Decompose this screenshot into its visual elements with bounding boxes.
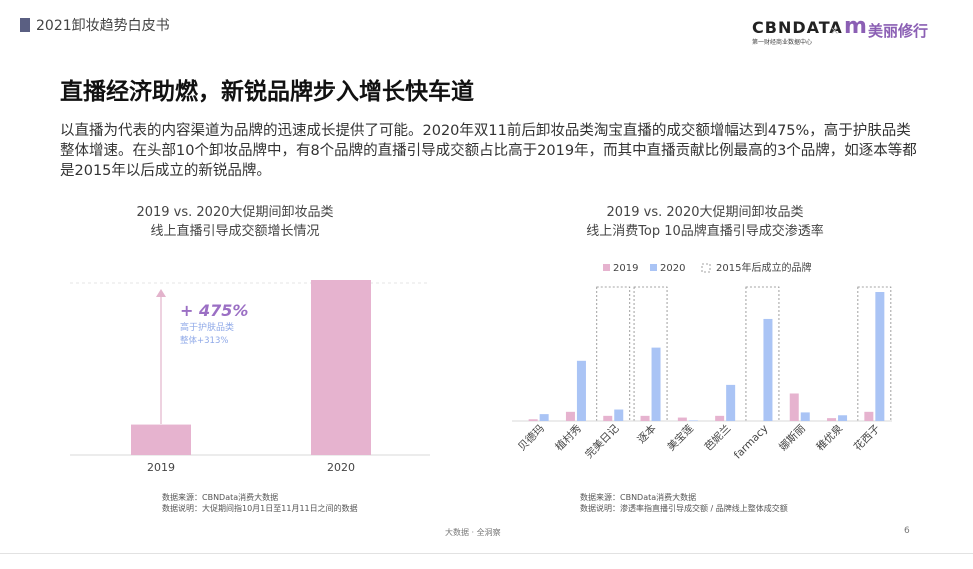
left-chart-source-line2: 数据说明：大促期间指10月1日至11月11日之间的数据 bbox=[162, 504, 358, 513]
highlight-box-花西子 bbox=[857, 286, 892, 422]
highlight-box-完美日记 bbox=[596, 286, 631, 422]
left-chart-title-line2: 线上直播引导成交额增长情况 bbox=[150, 224, 320, 239]
x-tick-label-芭妮兰: 芭妮兰 bbox=[702, 422, 733, 453]
right-chart-title: 2019 vs. 2020大促期间卸妆品类 线上消费Top 10品牌直播引导成交… bbox=[490, 203, 920, 241]
footer-tagline: 大数据 · 全洞察 bbox=[445, 528, 501, 537]
highlight-box-farmacy bbox=[745, 286, 780, 422]
bar-2020-farmacy bbox=[763, 318, 773, 421]
right-chart-source-line1: 数据来源：CBNData消费大数据 bbox=[580, 493, 697, 502]
page-title: 直播经济助燃，新锐品牌步入增长快车道 bbox=[60, 79, 474, 105]
x-tick-label-植村秀: 植村秀 bbox=[553, 422, 585, 454]
bar-2020-贝德玛 bbox=[539, 414, 549, 421]
bar-2020-稚优泉 bbox=[838, 415, 848, 421]
bar-2019 bbox=[131, 424, 191, 455]
cbndata-logo-subtitle: 第一财经商业数据中心 bbox=[752, 39, 813, 46]
right-chart-title-line2: 线上消费Top 10品牌直播引导成交渗透率 bbox=[586, 224, 824, 239]
x-tick-label-2020: 2020 bbox=[327, 461, 355, 474]
bar-2019-逐本 bbox=[640, 415, 650, 421]
growth-label: + 475% bbox=[180, 301, 248, 320]
intro-paragraph: 以直播为代表的内容渠道为品牌的迅速成长提供了可能。2020年双11前后卸妆品类淘… bbox=[60, 123, 917, 179]
bar-2019-稚优泉 bbox=[827, 418, 837, 421]
left-chart-title: 2019 vs. 2020大促期间卸妆品类 线上直播引导成交额增长情况 bbox=[70, 203, 400, 241]
legend-2020-label: 2020 bbox=[660, 263, 685, 274]
legend-2019-swatch bbox=[603, 264, 610, 271]
bar-2020-逐本 bbox=[651, 347, 661, 421]
x-tick-label-2019: 2019 bbox=[147, 461, 175, 474]
bottom-divider bbox=[0, 553, 973, 554]
x-tick-label-花西子: 花西子 bbox=[851, 422, 882, 453]
report-mark bbox=[20, 18, 30, 32]
left-chart-source-line1: 数据来源：CBNData消费大数据 bbox=[162, 493, 279, 502]
bar-2020-美宝莲 bbox=[688, 420, 698, 421]
bar-2020-娜斯丽 bbox=[800, 412, 810, 421]
bar-2020-芭妮兰 bbox=[726, 384, 736, 421]
report-title: 2021卸妆趋势白皮书 bbox=[36, 18, 170, 34]
bar-2020-完美日记 bbox=[614, 409, 624, 421]
legend-2019-label: 2019 bbox=[613, 263, 638, 274]
x-tick-label-farmacy: farmacy bbox=[732, 423, 771, 462]
x-tick-label-贝德玛: 贝德玛 bbox=[515, 422, 546, 453]
bar-2019-娜斯丽 bbox=[789, 393, 799, 421]
growth-note-line1: 高于护肤品类 bbox=[180, 321, 234, 333]
left-chart-source: 数据来源：CBNData消费大数据 数据说明：大促期间指10月1日至11月11日… bbox=[162, 492, 358, 514]
bar-2020-植村秀 bbox=[576, 360, 586, 421]
x-tick-label-稚优泉: 稚优泉 bbox=[814, 422, 846, 454]
x-tick-label-完美日记: 完美日记 bbox=[582, 422, 621, 461]
right-chart-title-line1: 2019 vs. 2020大促期间卸妆品类 bbox=[606, 205, 804, 220]
legend-box-swatch bbox=[701, 263, 711, 273]
x-tick-label-娜斯丽: 娜斯丽 bbox=[776, 422, 807, 453]
left-chart-title-line1: 2019 vs. 2020大促期间卸妆品类 bbox=[136, 205, 334, 220]
meili-logo-icon: m bbox=[844, 14, 867, 39]
meili-logo-text: 美丽修行 bbox=[868, 22, 929, 40]
bar-2019-植村秀 bbox=[565, 411, 575, 421]
growth-arrow-head bbox=[156, 289, 166, 297]
bar-2019-美宝莲 bbox=[677, 417, 687, 421]
cbndata-logo: CBNDATA bbox=[752, 18, 843, 37]
bar-2019-贝德玛 bbox=[528, 419, 538, 421]
highlight-box-逐本 bbox=[633, 286, 668, 422]
x-tick-label-美宝莲: 美宝莲 bbox=[665, 422, 697, 454]
logo-separator: × bbox=[830, 24, 840, 37]
right-chart-source: 数据来源：CBNData消费大数据 数据说明：渗透率指直播引导成交额 / 品牌线… bbox=[580, 492, 788, 514]
page-number: 6 bbox=[904, 526, 910, 536]
right-chart-source-line2: 数据说明：渗透率指直播引导成交额 / 品牌线上整体成交额 bbox=[580, 504, 788, 513]
bar-2019-芭妮兰 bbox=[715, 415, 725, 421]
bar-2019-花西子 bbox=[864, 411, 874, 421]
bar-2020 bbox=[311, 280, 371, 455]
bar-2020-花西子 bbox=[875, 292, 885, 421]
legend-2020-swatch bbox=[650, 264, 657, 271]
growth-note-line2: 整体+313% bbox=[180, 335, 228, 346]
legend-box-label: 2015年后成立的品牌 bbox=[716, 261, 811, 274]
bar-2019-完美日记 bbox=[603, 415, 613, 421]
x-tick-label-逐本: 逐本 bbox=[635, 422, 659, 446]
